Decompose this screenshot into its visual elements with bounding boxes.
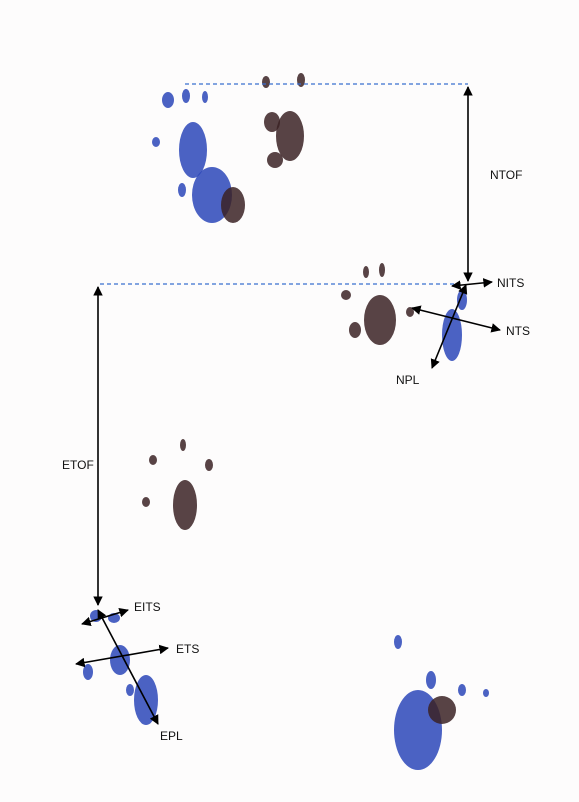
label: NPL: [396, 373, 420, 387]
label: ETOF: [62, 458, 94, 472]
label: NITS: [497, 276, 524, 290]
gait-diagram: NTOF NITS NTS NPL ETOF EITS ETS EPL: [0, 0, 579, 802]
label: EPL: [160, 729, 183, 743]
label: EITS: [134, 600, 161, 614]
label: ETS: [176, 642, 199, 656]
label: NTS: [506, 324, 530, 338]
label: NTOF: [490, 168, 522, 182]
